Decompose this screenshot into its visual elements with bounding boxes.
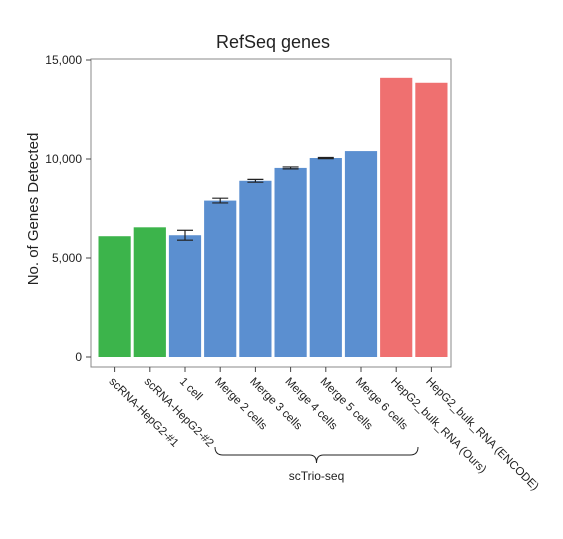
- x-tick-label: scRNA-HepG2-#1: [106, 376, 180, 450]
- y-tick-label: 10,000: [45, 152, 82, 166]
- bar-5: [239, 180, 272, 357]
- chart-title: RefSeq genes: [216, 32, 330, 52]
- bars-layer: [98, 77, 448, 358]
- bar-8: [344, 151, 378, 357]
- bar-7: [309, 158, 342, 357]
- x-tick-label: 1 cell: [177, 376, 204, 403]
- group-bracket: scTrio-seq: [214, 446, 419, 483]
- bar-9: [380, 77, 413, 357]
- y-axis: 0 5,000 10,000 15,000: [45, 53, 91, 364]
- bar-2: [133, 227, 166, 357]
- bar-4: [204, 200, 237, 357]
- y-tick-label: 5,000: [52, 251, 82, 265]
- y-tick-label: 15,000: [45, 53, 82, 67]
- y-tick-label: 0: [75, 350, 82, 364]
- plot-frame: [90, 58, 452, 368]
- bar-1: [98, 236, 131, 357]
- group-brace: [214, 446, 419, 464]
- error-bar-6: [282, 166, 299, 170]
- error-bar-5: [247, 178, 264, 183]
- error-bar-3: [177, 229, 193, 241]
- bar-6: [274, 167, 307, 357]
- group-label: scTrio-seq: [289, 469, 345, 483]
- bar-3: [168, 235, 202, 357]
- error-bars-layer: [177, 156, 334, 241]
- error-bar-7: [317, 156, 334, 160]
- y-axis-label: No. of Genes Detected: [25, 133, 42, 286]
- bar-10: [415, 82, 448, 358]
- error-bar-4: [212, 197, 229, 204]
